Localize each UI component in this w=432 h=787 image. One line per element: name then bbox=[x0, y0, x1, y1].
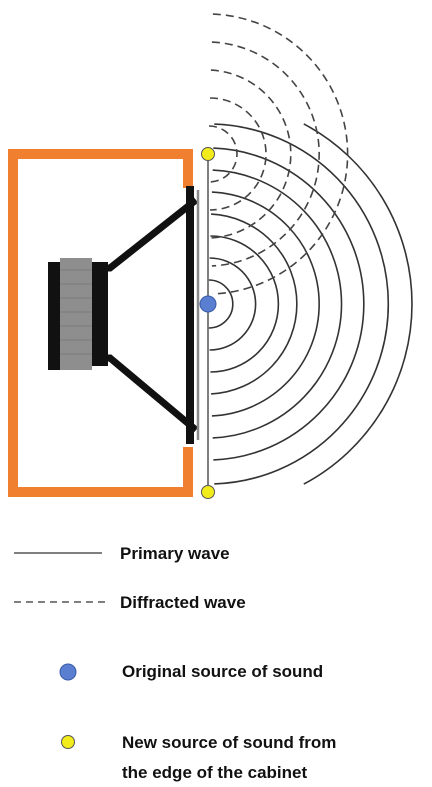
magnet bbox=[60, 258, 92, 370]
diffracted-wave-arc bbox=[211, 41, 320, 267]
diffracted-wave-arcs bbox=[208, 13, 349, 295]
primary-wave-arc bbox=[210, 235, 280, 373]
pole-piece bbox=[92, 262, 108, 366]
top-edge-source-dot bbox=[201, 147, 215, 161]
cabinet-outline bbox=[8, 149, 193, 497]
speaker-cabinet bbox=[8, 149, 193, 497]
speaker-driver bbox=[48, 186, 200, 444]
cone-upper-edge bbox=[96, 197, 199, 272]
primary-wave-arc bbox=[212, 169, 343, 439]
diffracted-wave-arc bbox=[212, 13, 349, 295]
primary-wave-arc bbox=[211, 191, 320, 417]
bottom-edge-source-dot bbox=[201, 485, 215, 499]
primary-wave-arc bbox=[211, 213, 298, 395]
legend-primary-wave-label: Primary wave bbox=[120, 544, 230, 563]
legend: Primary wave Diffracted wave Original so… bbox=[14, 544, 336, 782]
cone-lower-edge bbox=[96, 354, 199, 433]
primary-wave-arc bbox=[209, 257, 257, 351]
legend-original-source-label: Original source of sound bbox=[122, 662, 323, 681]
primary-wave-arc bbox=[213, 147, 365, 461]
primary-wave-arc bbox=[303, 123, 413, 485]
original-source-dot bbox=[199, 295, 217, 313]
primary-wave-arc bbox=[214, 123, 390, 485]
diffracted-wave-arc bbox=[208, 125, 238, 183]
primary-wave-arc bbox=[208, 279, 234, 329]
legend-new-source-label-line1: New source of sound from bbox=[122, 733, 336, 752]
blue-dot-icon bbox=[59, 663, 77, 681]
magnet-texture bbox=[60, 269, 92, 355]
magnet-back-plate bbox=[48, 262, 62, 370]
diffracted-wave-arc bbox=[209, 97, 267, 211]
primary-wave-arcs bbox=[208, 123, 413, 485]
yellow-dot-icon bbox=[61, 735, 75, 749]
diaphragm bbox=[186, 186, 194, 444]
legend-diffracted-wave-label: Diffracted wave bbox=[120, 593, 246, 612]
legend-new-source-label-line2: the edge of the cabinet bbox=[122, 763, 307, 782]
